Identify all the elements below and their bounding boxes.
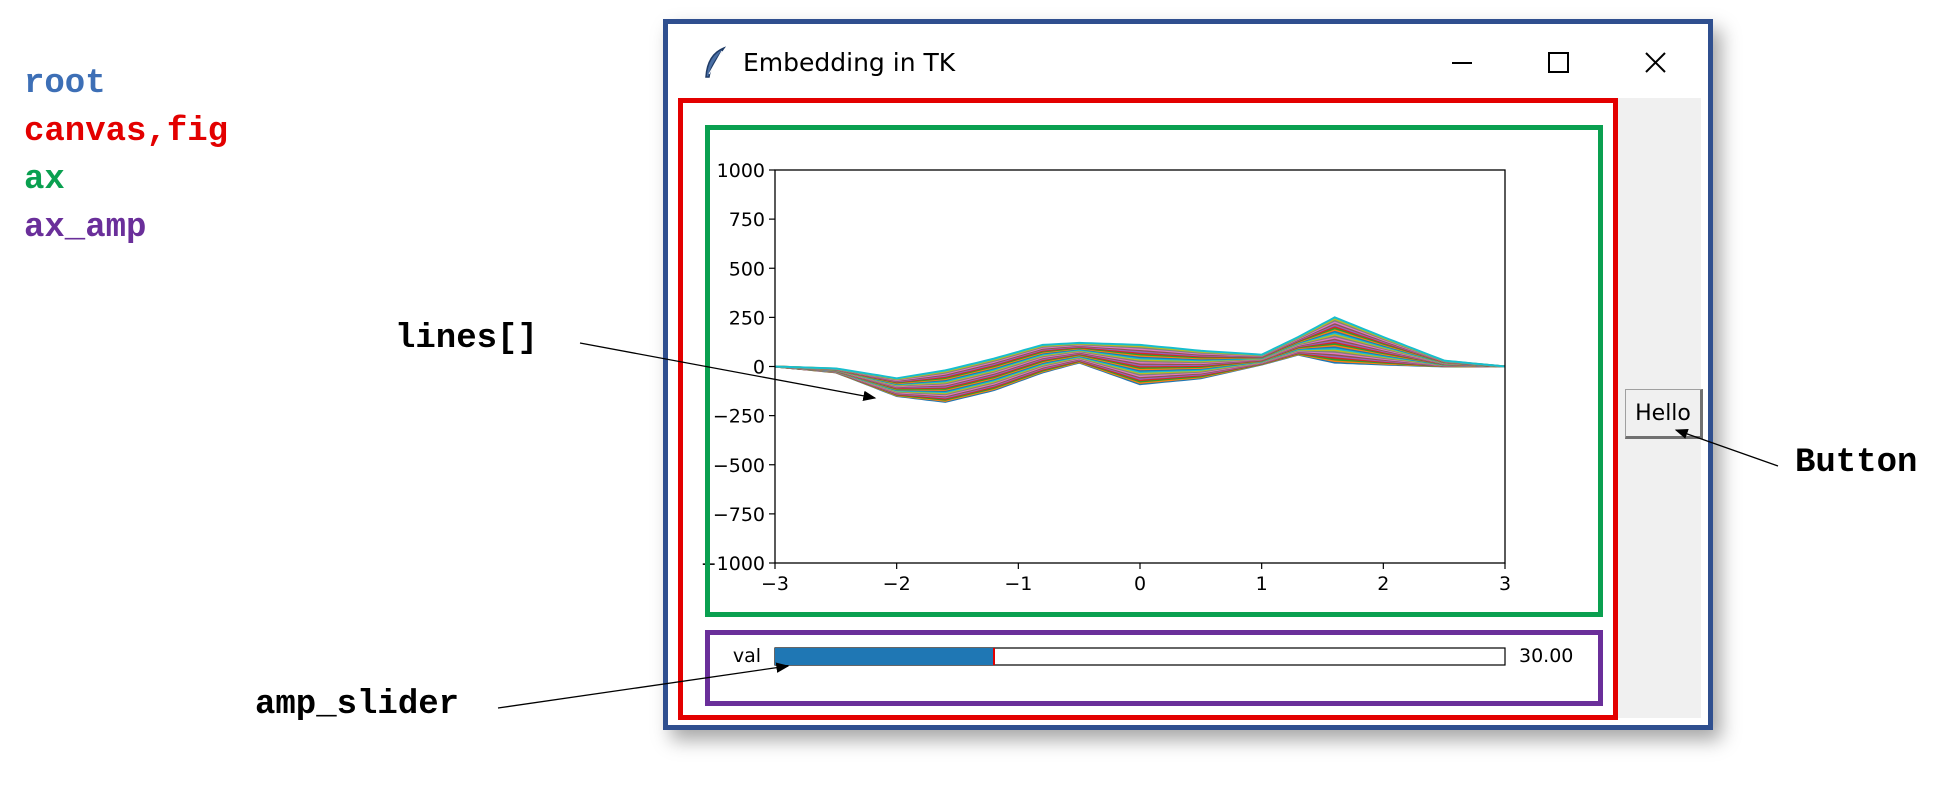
- legend-ax-amp: ax_amp: [24, 209, 147, 247]
- button-callout: Button: [1795, 444, 1918, 482]
- feather-icon: [702, 46, 728, 85]
- maximize-icon[interactable]: [1536, 42, 1580, 82]
- y-tick-label: −500: [713, 455, 765, 477]
- legend: root canvas,fig ax ax_amp: [24, 60, 228, 252]
- window-title: Embedding in TK: [743, 48, 956, 77]
- hello-button[interactable]: Hello: [1625, 389, 1703, 439]
- series-line: [774, 316, 1506, 380]
- y-tick-label: 250: [729, 307, 765, 329]
- x-tick-label: −1: [1004, 573, 1032, 595]
- y-tick-label: −750: [713, 504, 765, 526]
- x-tick-label: −2: [883, 573, 911, 595]
- slider-value: 30.00: [1519, 645, 1573, 667]
- amp-slider-callout: amp_slider: [255, 686, 460, 724]
- legend-root: root: [24, 65, 106, 103]
- y-tick-label: 500: [729, 258, 765, 280]
- x-tick-label: 3: [1499, 573, 1511, 595]
- slider-label: val: [733, 645, 761, 667]
- legend-canvas-fig: canvas,fig: [24, 113, 229, 151]
- canvas-fig-frame: 1000 750 500 250 0 −250 −500 −750 −1000 −3 −2 −1 0 1 2…: [678, 98, 1618, 720]
- minimize-icon[interactable]: [1440, 42, 1484, 82]
- y-tick-label: −250: [713, 406, 765, 428]
- legend-ax: ax: [24, 161, 65, 199]
- x-tick-label: 1: [1256, 573, 1268, 595]
- y-tick-label: 1000: [717, 160, 765, 182]
- x-tick-label: −3: [761, 573, 789, 595]
- title-bar[interactable]: Embedding in TK: [668, 24, 1708, 98]
- lines-callout: lines[]: [395, 320, 538, 358]
- client-area: 1000 750 500 250 0 −250 −500 −750 −1000 −3 −2 −1 0 1 2…: [678, 98, 1703, 720]
- x-tick-label: 0: [1134, 573, 1146, 595]
- close-icon[interactable]: [1633, 42, 1677, 82]
- ax-frame: [705, 125, 1603, 617]
- ax-amp-frame: [705, 630, 1603, 706]
- y-tick-label: −1000: [701, 553, 765, 575]
- y-tick-label: 750: [729, 209, 765, 231]
- root-window: Embedding in TK 1000 750 500 250 0 −250 −500 −7…: [663, 19, 1713, 730]
- x-tick-label: 2: [1377, 573, 1389, 595]
- slider-fill: [775, 648, 994, 665]
